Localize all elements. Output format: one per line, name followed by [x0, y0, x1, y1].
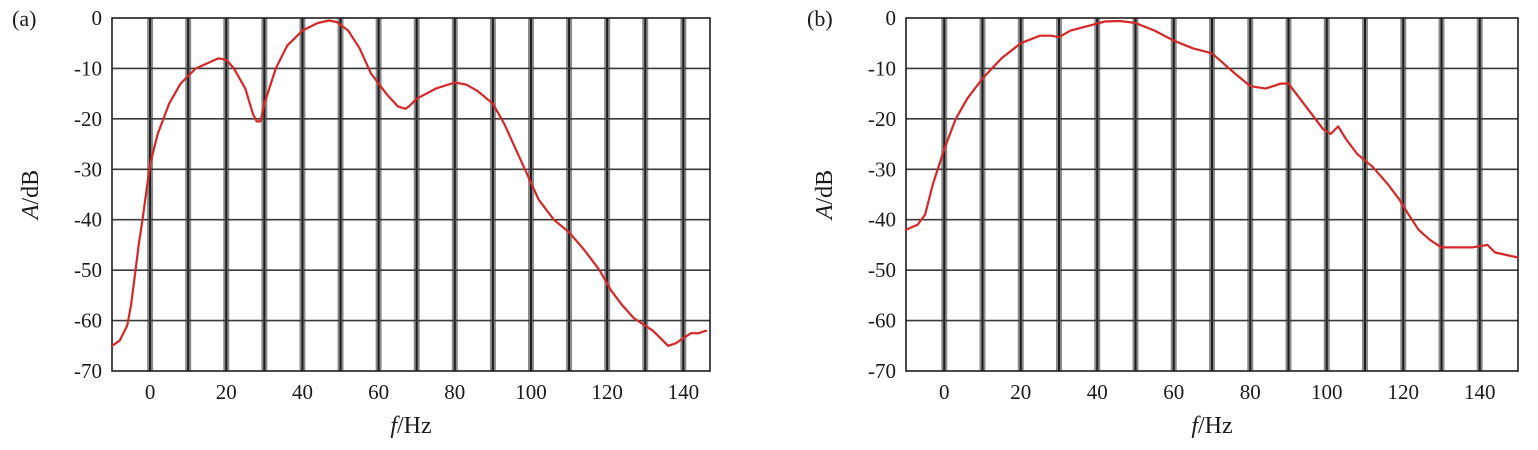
vertical-gridlines [147, 18, 687, 371]
x-tick-label: 0 [145, 380, 156, 404]
y-tick-labels: 0 -10 -20 -30 -40 -50 -60 -70 [74, 6, 102, 383]
x-tick-label: 100 [1311, 380, 1343, 404]
y-tick-label: 0 [92, 6, 103, 30]
y-tick-label: -60 [74, 309, 102, 333]
x-tick-label: 140 [668, 380, 700, 404]
y-axis-title: A/dB [812, 170, 838, 221]
x-tick-label: 40 [292, 380, 313, 404]
y-tick-label: -30 [74, 157, 102, 181]
plot-frame [905, 17, 1519, 372]
chart-panel-b: 0 -10 -20 -30 -40 -50 -60 -70 0 20 40 60 80 100 120 140… [769, 0, 1538, 450]
horizontal-gridlines [906, 67, 1518, 322]
series-line [904, 19, 1520, 259]
y-axis-variable: A [812, 204, 838, 221]
y-tick-label: -10 [868, 56, 896, 80]
y-tick-labels: 0 -10 -20 -30 -40 -50 -60 -70 [868, 6, 896, 383]
chart-a-svg: 0 -10 -20 -30 -40 -50 -60 -70 0 20 40 60 80 100 120 140… [12, 6, 711, 439]
y-axis-variable: A [18, 204, 44, 221]
y-tick-label: -70 [868, 359, 896, 383]
y-tick-label: -70 [74, 359, 102, 383]
x-tick-label: 0 [939, 380, 950, 404]
y-tick-label: -40 [74, 208, 102, 232]
y-tick-label: -20 [868, 107, 896, 131]
y-axis-unit: /dB [18, 170, 44, 205]
horizontal-gridlines [112, 67, 710, 322]
y-tick-label: -10 [74, 56, 102, 80]
x-tick-label: 120 [1388, 380, 1420, 404]
y-tick-label: 0 [886, 6, 897, 30]
x-tick-label: 60 [368, 380, 389, 404]
x-tick-label: 140 [1464, 380, 1496, 404]
x-tick-label: 120 [591, 380, 623, 404]
x-tick-label: 80 [444, 380, 465, 404]
y-axis-title: A/dB [18, 170, 44, 221]
x-tick-label: 20 [216, 380, 237, 404]
x-axis-variable: f [390, 413, 400, 439]
y-tick-label: -50 [74, 258, 102, 282]
x-axis-unit: /Hz [1198, 413, 1233, 439]
y-tick-label: -30 [868, 157, 896, 181]
y-tick-label: -60 [868, 309, 896, 333]
x-axis-variable: f [1191, 413, 1201, 439]
x-tick-label: 20 [1010, 380, 1031, 404]
y-tick-label: -50 [868, 258, 896, 282]
x-tick-label: 80 [1240, 380, 1261, 404]
x-axis-unit: /Hz [397, 413, 432, 439]
x-tick-labels: 0 20 40 60 80 100 120 140 [939, 380, 1496, 404]
vertical-gridlines [941, 18, 1483, 371]
x-axis-title: f/Hz [1191, 413, 1232, 439]
panel-label: (b) [807, 6, 833, 31]
chart-panel-a: 0 -10 -20 -30 -40 -50 -60 -70 0 20 40 60 80 100 120 140… [12, 6, 711, 439]
y-tick-label: -20 [74, 107, 102, 131]
y-tick-label: -40 [868, 208, 896, 232]
x-tick-label: 40 [1087, 380, 1108, 404]
panel-label: (a) [12, 6, 36, 31]
x-tick-label: 100 [515, 380, 547, 404]
chart-b-svg: 0 -10 -20 -30 -40 -50 -60 -70 0 20 40 60 80 100 120 140… [807, 6, 1520, 439]
y-axis-unit: /dB [812, 170, 838, 205]
plot-frame [111, 17, 711, 372]
x-tick-labels: 0 20 40 60 80 100 120 140 [145, 380, 699, 404]
x-axis-title: f/Hz [390, 413, 431, 439]
x-tick-label: 60 [1163, 380, 1184, 404]
series-line [110, 19, 708, 347]
